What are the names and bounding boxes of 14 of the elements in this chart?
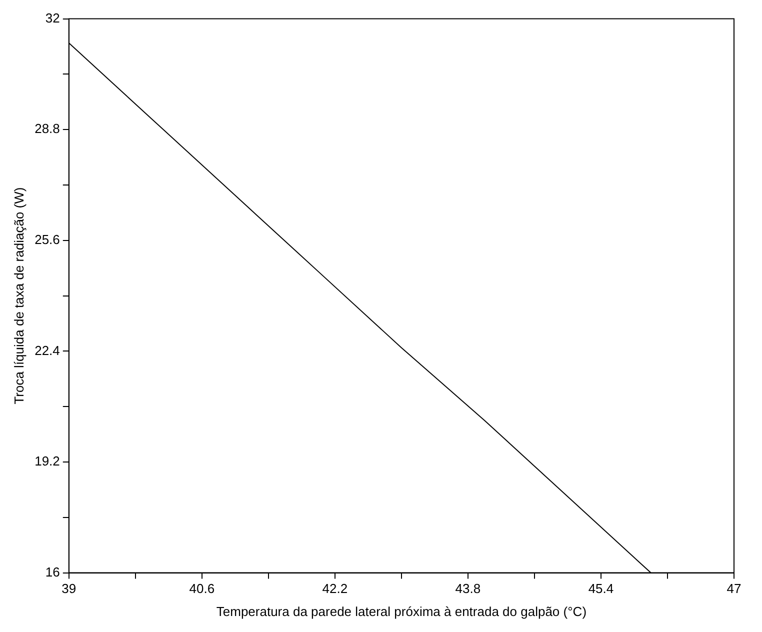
y-tick-label: 16 [45, 564, 60, 580]
x-tick-label: 47 [726, 581, 742, 596]
y-tick-label: 32 [45, 10, 60, 26]
x-axis-title: Temperatura da parede lateral próxima à entrada do galpão (°C) [216, 604, 587, 619]
x-tick-label: 43.8 [455, 581, 481, 596]
x-tick-label: 45.4 [588, 581, 614, 596]
x-tick-label: 39 [62, 581, 76, 596]
y-tick-label: 22.4 [34, 342, 60, 358]
y-tick-label: 28.8 [34, 121, 60, 136]
x-tick-label: 42.2 [322, 581, 348, 596]
y-tick-label: 25.6 [34, 232, 60, 247]
x-tick-label: 40.6 [189, 581, 215, 596]
y-tick-label: 19.2 [34, 454, 60, 469]
y-axis-title: Troca líquida de taxa de radiação (W) [11, 187, 26, 404]
